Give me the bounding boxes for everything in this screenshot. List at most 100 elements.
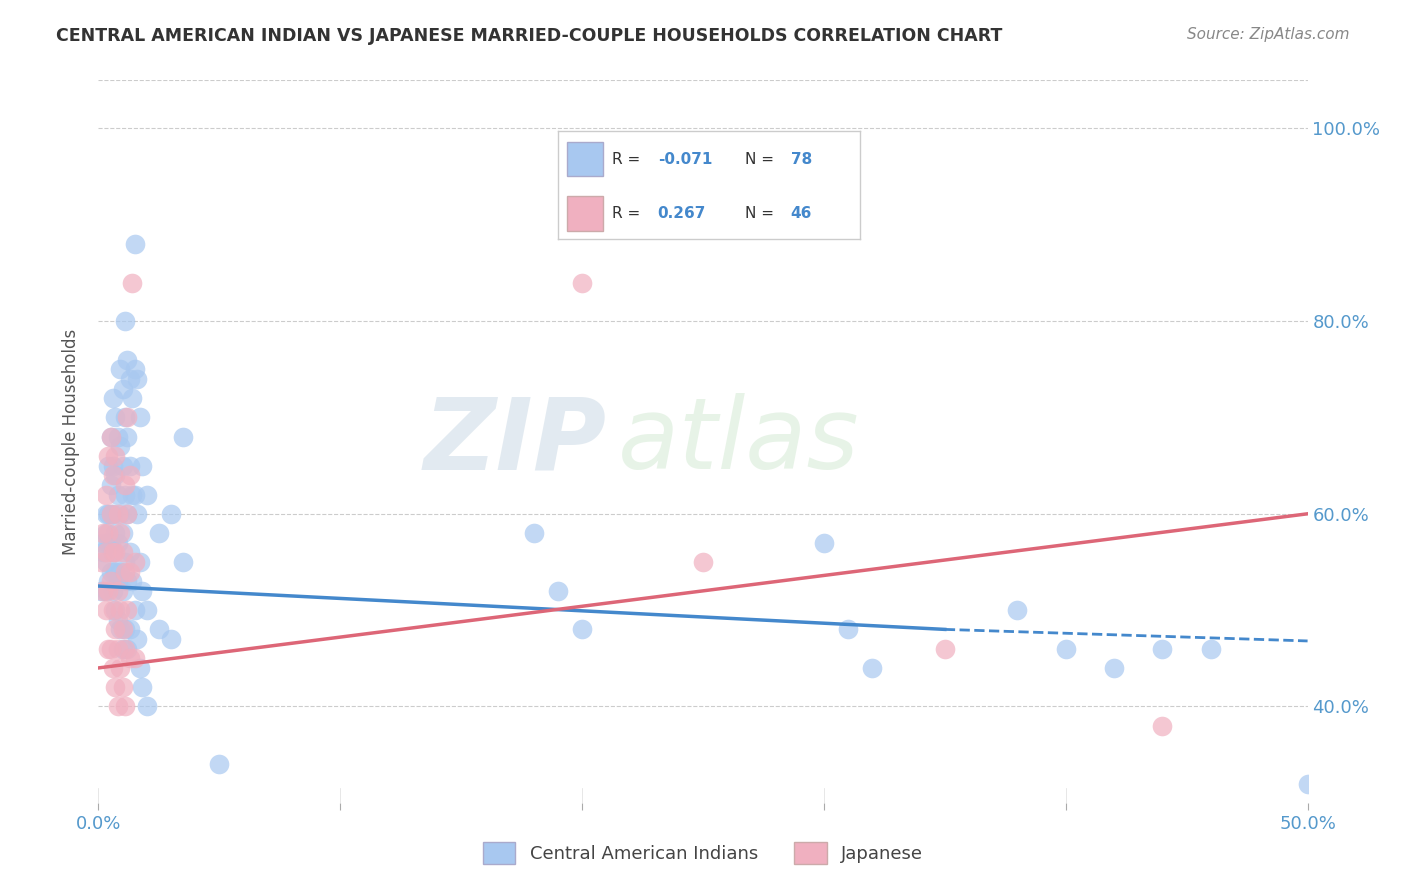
Point <box>107 487 129 501</box>
Point <box>114 641 136 656</box>
Point <box>1152 641 1174 656</box>
Point <box>124 555 146 569</box>
Point <box>124 651 146 665</box>
Point <box>118 623 141 637</box>
Point <box>160 632 183 646</box>
Point <box>101 545 124 559</box>
Point <box>692 555 714 569</box>
Point <box>97 507 120 521</box>
Point <box>94 545 117 559</box>
Point <box>101 661 124 675</box>
Point <box>114 565 136 579</box>
Point <box>1102 661 1125 675</box>
Point <box>111 382 134 396</box>
Point <box>104 680 127 694</box>
Point <box>97 641 120 656</box>
Point <box>97 526 120 541</box>
Point <box>172 430 194 444</box>
Legend: Central American Indians, Japanese: Central American Indians, Japanese <box>474 833 932 873</box>
Point <box>94 507 117 521</box>
Point <box>1152 719 1174 733</box>
Point <box>114 555 136 569</box>
Point <box>131 680 153 694</box>
Point <box>128 410 150 425</box>
Point <box>108 661 131 675</box>
Point <box>104 468 127 483</box>
Point <box>100 507 122 521</box>
Point <box>97 574 120 589</box>
Point <box>118 458 141 473</box>
Point <box>111 680 134 694</box>
Point <box>117 352 139 367</box>
Point <box>131 583 153 598</box>
Point <box>547 583 569 598</box>
Point <box>97 535 120 549</box>
Point <box>160 507 183 521</box>
Point <box>94 583 117 598</box>
Point <box>108 507 131 521</box>
Point <box>117 410 139 425</box>
Point <box>94 603 117 617</box>
Point <box>135 699 157 714</box>
Point <box>100 430 122 444</box>
Point <box>121 276 143 290</box>
Point <box>100 430 122 444</box>
Point <box>837 623 859 637</box>
Point <box>118 372 141 386</box>
Point <box>101 391 124 405</box>
Point <box>107 699 129 714</box>
Point <box>111 545 134 559</box>
Point <box>91 583 114 598</box>
Point <box>100 565 122 579</box>
Point <box>114 487 136 501</box>
Point <box>94 487 117 501</box>
Point <box>135 603 157 617</box>
Point <box>104 449 127 463</box>
Point <box>107 641 129 656</box>
Point <box>121 487 143 501</box>
Point <box>104 565 127 579</box>
Point <box>101 545 124 559</box>
Point <box>100 507 122 521</box>
Point <box>94 555 117 569</box>
Point <box>118 545 141 559</box>
Point <box>107 535 129 549</box>
Point <box>111 526 134 541</box>
Point <box>108 623 131 637</box>
Text: ZIP: ZIP <box>423 393 606 490</box>
Point <box>571 276 593 290</box>
Point <box>1199 641 1222 656</box>
Point <box>813 535 835 549</box>
Point <box>101 458 124 473</box>
Point <box>121 391 143 405</box>
Point <box>107 507 129 521</box>
Point <box>114 478 136 492</box>
Point <box>523 526 546 541</box>
Point <box>117 430 139 444</box>
Point <box>148 623 170 637</box>
Point <box>111 641 134 656</box>
Point <box>108 439 131 453</box>
Point <box>100 574 122 589</box>
Point <box>117 603 139 617</box>
Point <box>118 651 141 665</box>
Point <box>107 613 129 627</box>
Point <box>117 507 139 521</box>
Point <box>111 583 134 598</box>
Point <box>108 603 131 617</box>
Point <box>111 458 134 473</box>
Point <box>117 574 139 589</box>
Point <box>108 526 131 541</box>
Text: atlas: atlas <box>619 393 860 490</box>
Point <box>124 487 146 501</box>
Point <box>100 641 122 656</box>
Point <box>114 623 136 637</box>
Point <box>94 526 117 541</box>
Point <box>860 661 883 675</box>
Point <box>108 362 131 376</box>
Point <box>124 603 146 617</box>
Point <box>121 574 143 589</box>
Point <box>114 410 136 425</box>
Point <box>571 623 593 637</box>
Point <box>128 555 150 569</box>
